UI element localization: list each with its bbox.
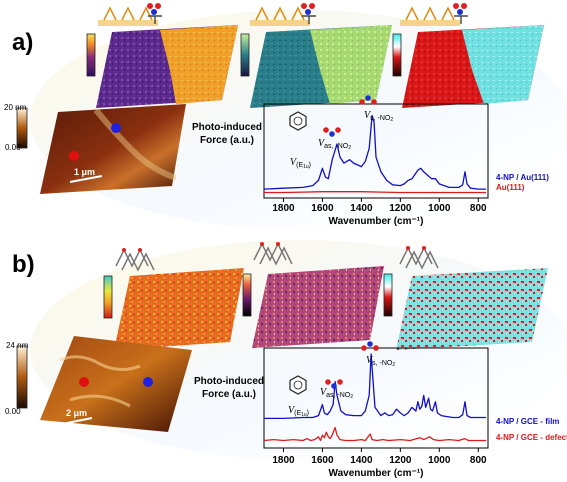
legend-label: 4-NP / Au(111)	[496, 173, 549, 182]
peak-annotation: Vs, -NO2	[366, 355, 395, 368]
x-tick-label: 1000	[428, 203, 451, 214]
x-tick-label: 800	[470, 455, 487, 466]
panel-b-colorbar-2	[242, 273, 252, 317]
panel-b-molecule-sketches	[115, 242, 439, 272]
panel-b-scalebar-label: 2 μm	[66, 408, 87, 418]
peak-annotation: V(E1u)	[290, 157, 311, 170]
panel-b-map-1	[114, 268, 244, 350]
peak-annotation: Vas, -NO2	[320, 387, 353, 400]
panel-a-benzene-icon	[289, 111, 307, 131]
panel-a-scalebar	[69, 175, 103, 183]
panel-a-ylabel-line1: Photo-induced	[192, 122, 262, 133]
panel-a-topography	[40, 104, 186, 194]
panel-a-map-3	[402, 25, 544, 108]
series-line-substrate	[264, 191, 487, 194]
panel-b-map-3	[396, 268, 548, 350]
panel-a-xlabel: Wavenumber (cm⁻¹)	[329, 216, 424, 227]
x-tick-label: 1400	[350, 455, 373, 466]
x-tick-label: 1200	[389, 203, 412, 214]
panel-b-topo-colorbar	[16, 345, 28, 409]
peak-annotation: V(E1u)	[288, 405, 309, 418]
panel-b-ylabel-line1: Photo-induced	[194, 376, 264, 387]
panel-a-ylabel-line2: Force (a.u.)	[200, 135, 254, 146]
panel-b-xlabel: Wavenumber (cm⁻¹)	[329, 468, 424, 479]
x-tick-label: 1800	[272, 455, 295, 466]
panel-a-nitro-asym-icon	[323, 127, 341, 137]
panel-a-map-1	[96, 25, 238, 108]
panel-a-molecule-sketches	[98, 3, 468, 26]
panel-b-nitro-sym-icon	[361, 341, 379, 351]
peak-annotation: Vs, -NO2	[364, 110, 393, 123]
panel-a-topo-min: 0.00	[5, 143, 21, 152]
legend-label: Au(111)	[496, 183, 525, 192]
x-tick-label: 800	[470, 203, 487, 214]
panel-b-chart: 1800 1600 1400 1200 1000 800 4-NP / GCE - film…	[263, 347, 567, 466]
legend-label: 4-NP / GCE - defect	[496, 433, 567, 442]
panel-a-chart: 1800 1600 1400 1200 1000 800 4-NP / Au(111)Au(…	[263, 103, 549, 214]
panel-b-scalebar	[61, 417, 93, 425]
panel-b-topo-min: 0.00	[5, 407, 21, 416]
x-tick-label: 1000	[428, 455, 451, 466]
x-tick-label: 1600	[311, 203, 334, 214]
panel-a-scalebar-label: 1 μm	[74, 167, 95, 177]
x-tick-label: 1600	[311, 455, 334, 466]
legend-label: 4-NP / GCE - film	[496, 417, 559, 426]
panel-a-topo-max: 20 nm	[4, 103, 27, 112]
x-tick-label: 1400	[350, 203, 373, 214]
panel-b-colorbar-1	[103, 275, 113, 319]
panel-a-nitro-sym-icon	[359, 95, 377, 105]
panel-b-map-2	[252, 266, 384, 348]
panel-a-plot-frame	[263, 103, 489, 199]
series-line-film	[263, 114, 487, 190]
panel-b-topo-max: 24 nm	[6, 341, 29, 350]
series-line-substrate	[263, 426, 487, 442]
x-tick-label: 1800	[272, 203, 295, 214]
panel-a-colorbar-1	[86, 33, 96, 77]
panel-a-colorbar-2	[240, 33, 250, 77]
panel-a-topo-colorbar	[16, 107, 28, 149]
panel-b-nitro-asym-icon	[325, 379, 343, 389]
panel-b-colorbar-3	[383, 273, 393, 317]
panel-b-topography	[40, 336, 192, 432]
panel-b-ylabel-line2: Force (a.u.)	[202, 389, 256, 400]
peak-annotation: Vas, -NO2	[318, 138, 351, 151]
panel-b-label: b)	[12, 251, 35, 278]
panel-a-map-2	[250, 25, 392, 108]
x-tick-label: 1200	[389, 455, 412, 466]
panel-a-colorbar-3	[392, 33, 402, 77]
panel-a-label: a)	[12, 29, 33, 56]
series-line-film	[264, 353, 487, 420]
panel-b-benzene-icon	[289, 375, 307, 395]
